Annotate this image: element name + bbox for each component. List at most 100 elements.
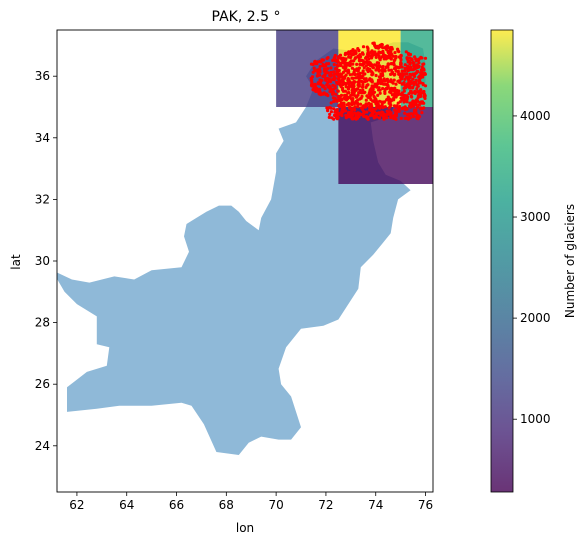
glacier-point	[334, 59, 339, 63]
glacier-point	[369, 108, 373, 112]
glacier-point	[358, 71, 362, 75]
glacier-point	[410, 58, 414, 62]
glacier-point	[390, 52, 394, 57]
glacier-point	[405, 113, 409, 117]
glacier-point	[404, 75, 408, 79]
glacier-point	[346, 68, 350, 72]
glacier-point	[365, 94, 369, 98]
glacier-point	[358, 62, 362, 66]
glacier-point	[335, 108, 339, 112]
glacier-point	[350, 91, 354, 95]
colorbar-label: Number of glaciers	[563, 204, 577, 318]
glacier-point	[408, 52, 413, 57]
glacier-point	[336, 116, 340, 120]
glacier-point	[365, 116, 369, 120]
glacier-point	[388, 90, 393, 94]
glacier-point	[347, 83, 351, 87]
glacier-point	[348, 95, 352, 100]
glacier-point	[311, 70, 315, 74]
glacier-point	[362, 66, 366, 70]
glacier-point	[336, 89, 340, 93]
glacier-point	[401, 72, 405, 76]
glacier-point	[326, 85, 330, 89]
glacier-point	[400, 107, 404, 111]
glacier-point	[338, 103, 342, 107]
glacier-point	[415, 63, 419, 67]
x-tick-label: 74	[368, 498, 383, 512]
glacier-point	[402, 86, 406, 90]
glacier-point	[353, 73, 357, 77]
glacier-point	[337, 68, 341, 73]
glacier-point	[381, 67, 385, 72]
glacier-point	[331, 77, 335, 81]
glacier-point	[346, 77, 350, 81]
glacier-point	[372, 85, 376, 89]
glacier-point	[394, 56, 398, 60]
glacier-point	[324, 92, 328, 97]
glacier-point	[394, 112, 398, 116]
glacier-point	[364, 98, 368, 102]
chart-title: PAK, 2.5 °	[212, 9, 281, 25]
glacier-point	[409, 89, 413, 93]
glacier-point	[332, 99, 336, 103]
glacier-point	[360, 59, 364, 63]
glacier-point	[375, 82, 380, 86]
glacier-point	[388, 110, 392, 114]
glacier-point	[375, 85, 379, 89]
glacier-point	[373, 52, 377, 57]
glacier-point	[324, 68, 328, 72]
glacier-point	[417, 103, 421, 107]
glacier-point	[357, 111, 361, 115]
glacier-point	[375, 104, 379, 108]
glacier-point	[384, 65, 388, 69]
glacier-point	[392, 73, 396, 77]
glacier-point	[365, 45, 369, 49]
glacier-point	[368, 96, 372, 100]
glacier-point	[411, 86, 415, 90]
glacier-point	[376, 93, 380, 97]
glacier-point	[366, 83, 370, 87]
glacier-point	[370, 80, 374, 84]
y-tick-label: 30	[35, 254, 50, 268]
glacier-point	[374, 63, 378, 67]
glacier-point	[366, 66, 370, 71]
glacier-point	[392, 116, 396, 120]
glacier-point	[377, 75, 381, 79]
glacier-point	[336, 64, 340, 68]
glacier-point	[357, 66, 361, 70]
glacier-point	[386, 80, 390, 84]
glacier-point	[343, 94, 347, 99]
glacier-point	[393, 89, 397, 93]
glacier-point	[351, 62, 355, 66]
glacier-point	[354, 51, 358, 55]
glacier-point	[310, 82, 314, 86]
glacier-point	[346, 95, 350, 99]
glacier-point	[368, 88, 372, 92]
glacier-point	[318, 78, 322, 82]
glacier-point	[369, 102, 373, 106]
map-axes: 62 64 66 68 70 72 74 76 24 26 28 30 32 34 36	[35, 29, 434, 512]
glacier-point	[321, 64, 325, 68]
glacier-point	[384, 46, 388, 50]
glacier-point	[419, 106, 423, 110]
glacier-point	[351, 113, 355, 117]
glacier-point	[357, 49, 361, 53]
glacier-point	[412, 80, 416, 84]
glacier-point	[329, 80, 333, 84]
glacier-point	[319, 93, 323, 97]
glacier-point	[339, 94, 343, 98]
glacier-point	[324, 78, 328, 82]
glacier-point	[403, 111, 407, 115]
glacier-point	[399, 77, 403, 81]
glacier-point	[408, 86, 412, 90]
x-tick-label: 64	[119, 498, 134, 512]
x-tick-label: 72	[318, 498, 333, 512]
glacier-point	[352, 80, 356, 84]
y-axis-label: lat	[9, 254, 23, 270]
glacier-point	[328, 105, 332, 110]
glacier-point	[389, 57, 393, 61]
glacier-point	[405, 107, 409, 111]
glacier-point	[329, 110, 333, 114]
glacier-point	[341, 57, 346, 61]
glacier-point	[383, 105, 387, 109]
